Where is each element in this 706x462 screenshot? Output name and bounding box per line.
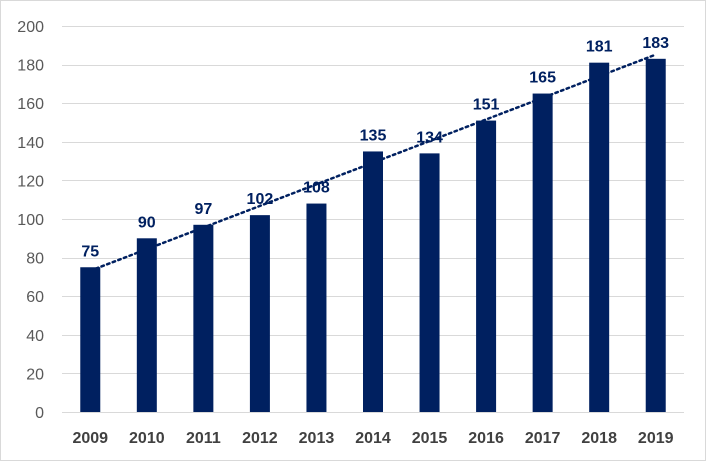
data-label: 134: [416, 129, 443, 146]
x-tick-label: 2015: [412, 430, 448, 447]
bar: [306, 203, 327, 412]
x-tick-label: 2017: [525, 430, 561, 447]
trendline-layer: [89, 53, 657, 273]
trendline: [89, 53, 657, 273]
x-axis-ticks: 2009 2010 2011 2012 2013 2014 2015 2016 2017 2018…: [72, 430, 673, 447]
data-label: 181: [586, 39, 613, 56]
x-tick-label: 2019: [638, 430, 674, 447]
data-label: 97: [194, 201, 212, 218]
y-tick-label: 0: [35, 405, 44, 422]
x-tick-label: 2018: [581, 430, 617, 447]
data-label: 183: [642, 35, 669, 52]
y-tick-label: 100: [17, 212, 44, 229]
y-tick-label: 20: [26, 366, 44, 383]
x-tick-label: 2013: [299, 430, 335, 447]
y-tick-label: 160: [17, 96, 44, 113]
y-tick-label: 120: [17, 173, 44, 190]
data-label: 75: [81, 243, 99, 260]
bar: [476, 120, 497, 412]
y-tick-label: 200: [17, 19, 44, 36]
y-tick-label: 140: [17, 135, 44, 152]
bar: [419, 153, 440, 412]
x-tick-label: 2011: [186, 430, 221, 447]
y-tick-label: 80: [26, 251, 44, 268]
y-axis-ticks: 0 20 40 60 80 100 120 140 160 180 200: [17, 19, 44, 422]
bar: [532, 93, 553, 413]
data-label: 90: [138, 214, 156, 231]
bar: [193, 224, 214, 412]
x-tick-label: 2014: [355, 430, 391, 447]
data-label: 108: [303, 180, 330, 197]
bar: [645, 58, 666, 413]
y-tick-label: 60: [26, 289, 44, 306]
x-tick-label: 2016: [468, 430, 504, 447]
bars: [80, 58, 666, 413]
bar: [249, 215, 270, 412]
bar: [363, 151, 383, 412]
bar: [589, 62, 610, 413]
data-label: 151: [473, 97, 500, 114]
data-label: 165: [529, 70, 556, 87]
bar: [136, 238, 157, 412]
y-tick-label: 180: [17, 58, 44, 75]
data-label: 135: [360, 127, 387, 144]
x-tick-label: 2009: [72, 430, 108, 447]
data-label: 102: [247, 191, 274, 208]
x-tick-label: 2010: [129, 430, 165, 447]
y-tick-label: 40: [26, 328, 44, 345]
data-labels: 75 90 97 102 108 135 134 151 165 181 183: [81, 35, 669, 260]
bar: [80, 267, 101, 412]
x-tick-label: 2012: [242, 430, 278, 447]
